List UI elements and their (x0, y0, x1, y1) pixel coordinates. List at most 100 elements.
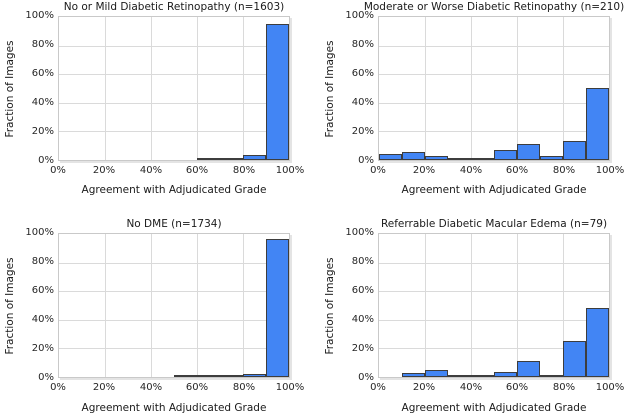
histogram-bar (425, 370, 448, 377)
histogram-bar (517, 144, 540, 160)
plot-area (378, 233, 610, 378)
gridline-horizontal (59, 263, 289, 264)
x-tick-label: 0% (50, 165, 66, 176)
histogram-bar (197, 375, 220, 377)
histogram-bar (174, 375, 197, 377)
y-axis-label: Fraction of Images (4, 39, 16, 138)
y-tick-label: 100% (25, 227, 54, 238)
x-tick-label: 40% (139, 382, 163, 393)
x-tick-label: 40% (139, 165, 163, 176)
chart-referrable-dme: Referrable Diabetic Macular Edema (n=79)… (320, 210, 640, 419)
y-tick-label: 20% (31, 126, 54, 137)
y-tick-label: 0% (38, 372, 54, 383)
x-axis-label: Agreement with Adjudicated Grade (81, 184, 267, 196)
gridline-horizontal (379, 320, 609, 321)
histogram-bar (402, 373, 425, 377)
gridline-vertical (517, 17, 518, 160)
histogram-bar (448, 158, 471, 160)
x-tick-label: 40% (459, 382, 483, 393)
chart-title-text: No DME (n=1734) (126, 218, 222, 230)
chart-no-or-mild-dr: No or Mild Diabetic Retinopathy (n=1603)… (0, 0, 320, 210)
gridline-horizontal (379, 263, 609, 264)
histogram-bar (425, 156, 448, 160)
x-tick-label: 100% (595, 165, 625, 176)
histogram-bar (197, 158, 220, 160)
gridline-horizontal (59, 103, 289, 104)
y-tick-label: 40% (31, 97, 54, 108)
gridline-vertical (517, 234, 518, 377)
x-tick-label: 0% (50, 382, 66, 393)
chart-title: No DME (n=1734) (58, 218, 290, 230)
gridline-vertical (425, 17, 426, 160)
gridline-vertical (243, 234, 244, 377)
x-tick-label: 100% (275, 382, 305, 393)
chart-moderate-or-worse-dr: Moderate or Worse Diabetic Retinopathy (… (320, 0, 640, 210)
y-tick-label: 60% (351, 68, 374, 79)
plot-area (378, 16, 610, 161)
gridline-vertical (425, 234, 426, 377)
gridline-vertical (197, 234, 198, 377)
y-tick-label: 80% (351, 256, 374, 267)
histogram-bar (494, 372, 517, 377)
chart-title-text: Referrable Diabetic Macular Edema (n=79) (380, 218, 608, 230)
x-tick-label: 80% (552, 165, 576, 176)
x-tick-label: 80% (232, 165, 256, 176)
y-tick-label: 20% (31, 343, 54, 354)
x-tick-label: 20% (92, 165, 116, 176)
x-tick-label: 100% (275, 165, 305, 176)
y-tick-label: 60% (351, 285, 374, 296)
histogram-bar (379, 154, 402, 160)
gridline-vertical (471, 17, 472, 160)
histogram-bar (517, 361, 540, 377)
gridline-horizontal (379, 291, 609, 292)
y-tick-label: 40% (351, 314, 374, 325)
y-axis-label: Fraction of Images (324, 39, 336, 138)
gridline-vertical (471, 234, 472, 377)
histogram-bar (563, 341, 586, 377)
y-tick-label: 40% (31, 314, 54, 325)
x-axis-label: Agreement with Adjudicated Grade (81, 402, 267, 414)
gridline-horizontal (379, 103, 609, 104)
gridline-horizontal (379, 131, 609, 132)
y-tick-label: 0% (38, 155, 54, 166)
gridline-horizontal (379, 74, 609, 75)
y-tick-label: 60% (31, 68, 54, 79)
histogram-bar (471, 375, 494, 377)
histogram-bar (243, 374, 266, 377)
x-tick-label: 20% (92, 382, 116, 393)
gridline-vertical (563, 234, 564, 377)
histogram-bar (220, 375, 243, 377)
x-tick-label: 60% (185, 382, 209, 393)
y-tick-label: 100% (345, 10, 374, 21)
histogram-bar (586, 308, 609, 377)
x-tick-label: 60% (505, 165, 529, 176)
plot-area (58, 233, 290, 378)
x-tick-label: 0% (370, 382, 386, 393)
gridline-horizontal (59, 131, 289, 132)
gridline-horizontal (379, 46, 609, 47)
x-tick-label: 20% (412, 165, 436, 176)
histogram-bar (243, 155, 266, 160)
gridline-horizontal (59, 320, 289, 321)
histogram-bar (220, 158, 243, 160)
y-tick-label: 80% (31, 256, 54, 267)
x-axis-label: Agreement with Adjudicated Grade (401, 184, 587, 196)
gridline-horizontal (59, 74, 289, 75)
gridline-horizontal (59, 46, 289, 47)
y-tick-label: 40% (351, 97, 374, 108)
y-tick-label: 20% (351, 343, 374, 354)
gridline-vertical (105, 234, 106, 377)
chart-title: Referrable Diabetic Macular Edema (n=79) (378, 218, 610, 230)
y-tick-label: 20% (351, 126, 374, 137)
x-axis-label: Agreement with Adjudicated Grade (401, 402, 587, 414)
chart-title-text: No or Mild Diabetic Retinopathy (n=1603) (63, 1, 285, 13)
chart-title: Moderate or Worse Diabetic Retinopathy (… (364, 1, 624, 13)
histogram-bar (494, 150, 517, 160)
x-tick-label: 60% (185, 165, 209, 176)
gridline-vertical (151, 17, 152, 160)
gridline-vertical (151, 234, 152, 377)
histogram-bar (586, 88, 609, 160)
plot-area (58, 16, 290, 161)
y-tick-label: 80% (31, 39, 54, 50)
gridline-vertical (243, 17, 244, 160)
